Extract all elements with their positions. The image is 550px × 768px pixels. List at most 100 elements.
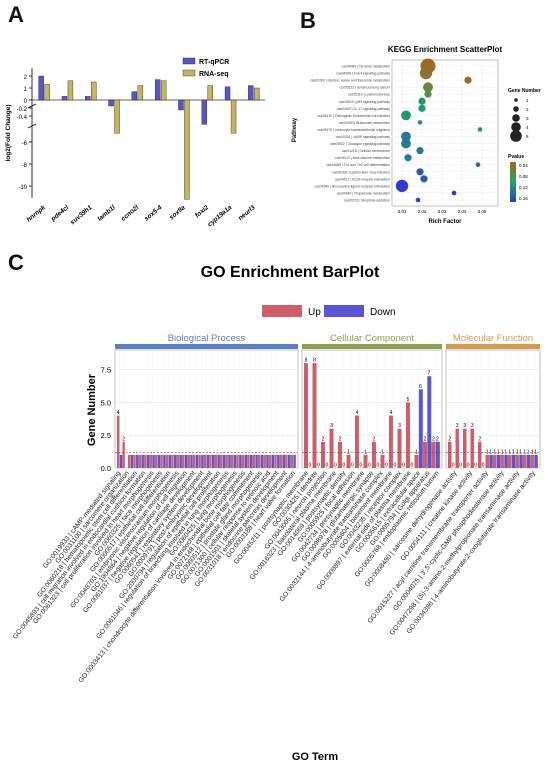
c-bar-up-value: 3 xyxy=(471,423,474,429)
c-group-title: Molecular Function xyxy=(453,333,533,344)
a-bar-rtqpcr xyxy=(85,96,91,101)
b-pathway-label: cse04080 | Tyrosine metabolism xyxy=(342,65,391,69)
c-bar-up xyxy=(192,454,196,468)
b-point xyxy=(477,127,483,132)
b-pathway-label: cse04512 | ECM-receptor interaction xyxy=(335,177,390,181)
a-category-label: foxi2 xyxy=(194,204,210,219)
b-point xyxy=(475,162,481,168)
c-bar-down-value: 1 xyxy=(497,449,500,455)
c-bar-down xyxy=(534,454,538,468)
b-point xyxy=(395,179,409,193)
c-bar-up-value: 2 xyxy=(322,436,325,442)
c-bar-up xyxy=(165,454,169,468)
c-bar-up xyxy=(500,454,504,468)
a-bar-rtqpcr xyxy=(131,91,138,101)
a-bar-rtqpcr xyxy=(61,96,68,101)
a-category-label: neurl3 xyxy=(237,204,257,222)
c-bar-up xyxy=(144,454,147,468)
a-ytick-label: 0 xyxy=(24,99,28,105)
c-bar-down-value: 0 xyxy=(351,463,354,469)
c-bar-up xyxy=(423,441,427,468)
c-bar-down-value: 0 xyxy=(317,463,320,469)
c-bar-up xyxy=(523,454,527,468)
c-bar-up xyxy=(329,428,334,468)
c-bar-up-value: 4 xyxy=(356,410,359,416)
c-bar-down xyxy=(146,454,150,468)
a-category-label: sox9a xyxy=(168,204,187,221)
c-group-title: Cellular Component xyxy=(330,333,414,344)
a-bar-rnaseq xyxy=(207,85,213,101)
c-bar-up xyxy=(122,441,125,468)
c-bar-down xyxy=(519,454,523,468)
c-bar-down xyxy=(293,454,296,468)
c-bar-up xyxy=(290,454,293,468)
b-pathway-label: cse04623 | p53 signaling pathway xyxy=(339,100,390,104)
c-bar-up xyxy=(470,428,474,468)
c-bar-down xyxy=(277,454,280,468)
a-legend-swatch xyxy=(182,57,196,65)
c-bar-up xyxy=(236,454,239,468)
c-bar-down-value: 0 xyxy=(309,463,312,469)
c-bar-up xyxy=(138,454,142,468)
b-point xyxy=(451,190,457,196)
b-pathway-label: cse04658 | Th1 and Th2 cell differentiat… xyxy=(326,163,390,167)
a-ytick-label: -6 xyxy=(22,141,28,147)
c-bar-down-value: 0 xyxy=(467,463,470,469)
b-pathway-label: cse04218 | Cellular senescence xyxy=(342,149,390,153)
c-bar-up xyxy=(187,454,190,468)
c-bar-up xyxy=(247,454,250,468)
b-pathway-label: cse04080 | Neuroactive ligand-receptor i… xyxy=(314,184,390,188)
b-xtick-label: 0.02 xyxy=(418,209,427,214)
c-bar-down-value: 0 xyxy=(402,463,405,469)
c-bar-down xyxy=(195,454,199,468)
c-bar-up xyxy=(285,454,288,468)
c-bar-down-value: 1 xyxy=(534,449,537,455)
c-ytick-label: 2.5 xyxy=(101,431,111,440)
c-bar-up-value: 1 xyxy=(493,449,496,455)
c-bar-up xyxy=(346,454,351,468)
b-pathway-label: cse05310 | Lysine/mannose xyxy=(348,93,390,97)
c-bar-up-value: 8 xyxy=(313,358,316,364)
c-bar-down xyxy=(496,454,501,468)
b-pathway-label: cse04670 | Leukocyte transendothelial mi… xyxy=(317,128,390,132)
c-bar-down-value: 0 xyxy=(459,463,462,469)
c-bar-up xyxy=(252,454,256,468)
c-bar-up xyxy=(176,454,180,468)
c-bar-up xyxy=(263,454,266,468)
b-point xyxy=(416,147,424,155)
b-point xyxy=(417,120,423,125)
chart-a-rtqpcr-rnaseq: 2 1 0 -0.2 -0.4 -6 -8 -10 log2(Fold Change) hnrnp… xyxy=(5,57,265,228)
c-bar-down xyxy=(163,454,166,468)
c-bar-down xyxy=(174,454,177,468)
c-bar-down xyxy=(255,454,258,468)
c-bar-up xyxy=(241,454,245,468)
a-category-label: hnrnpk xyxy=(26,204,48,224)
a-category-label: cyp19a1a xyxy=(206,204,233,228)
c-bar-down xyxy=(427,376,432,468)
b-size-legend-label: 4 xyxy=(526,125,529,130)
a-ytick-label: -10 xyxy=(18,185,27,191)
a-break-2 xyxy=(27,123,37,129)
c-bar-up-value: 3 xyxy=(456,423,459,429)
c-legend-label: Up xyxy=(308,307,321,318)
c-bar-up-value: 3 xyxy=(330,423,333,429)
c-bar-up xyxy=(380,454,385,468)
c-legend-label: Down xyxy=(370,307,396,318)
c-bar-up xyxy=(463,428,467,468)
c-bar-down xyxy=(435,441,440,468)
c-bar-up xyxy=(203,454,207,468)
c-legend-swatch xyxy=(262,305,302,317)
c-bar-down xyxy=(244,454,247,468)
panel-c-label: C xyxy=(8,250,24,275)
a-category-label: lamb1l xyxy=(97,204,117,223)
b-point xyxy=(418,97,426,105)
c-bar-down xyxy=(504,454,508,468)
c-bar-down-value: 0 xyxy=(394,463,397,469)
c-bar-up xyxy=(304,363,308,468)
c-bar-up-value: 3 xyxy=(463,423,466,429)
c-bar-down-value: 0 xyxy=(360,463,363,469)
c-bar-down xyxy=(233,454,237,468)
c-bar-up xyxy=(355,415,359,468)
a-bar-rtqpcr xyxy=(154,79,161,101)
c-bar-down-value: 0 xyxy=(482,463,485,469)
